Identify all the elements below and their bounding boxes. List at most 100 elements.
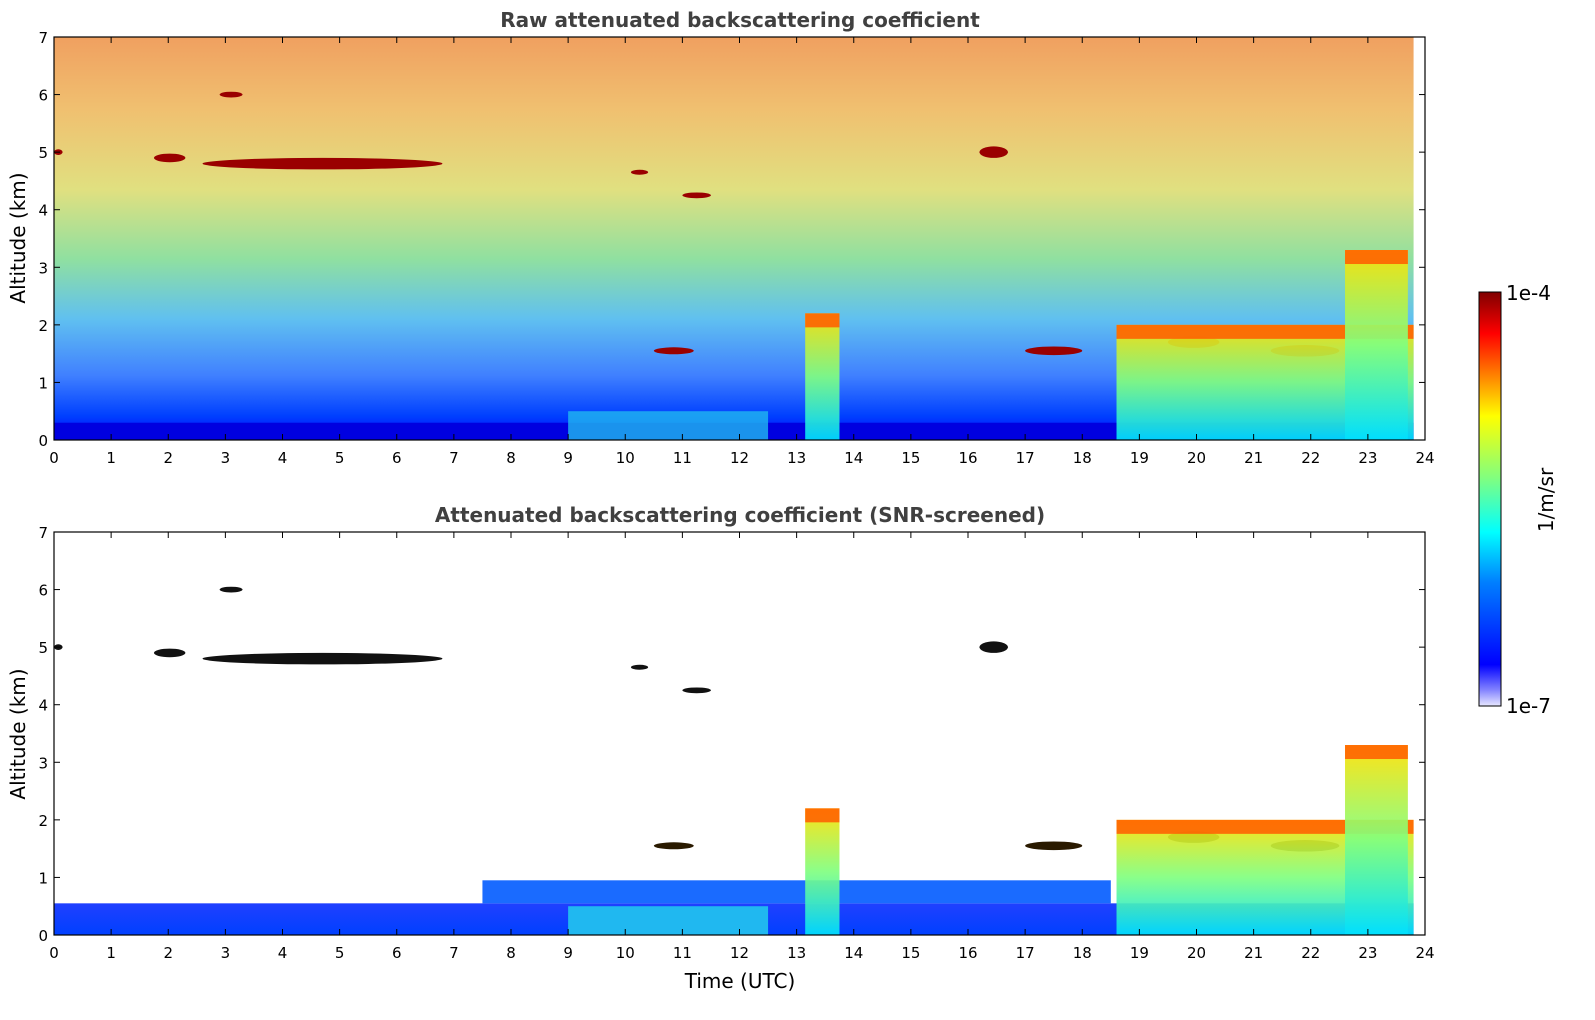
x-tick-label: 5	[335, 944, 345, 962]
colorbar-max-label: 1e-4	[1506, 281, 1551, 305]
panel-screened-title: Attenuated backscattering coefficient (S…	[435, 503, 1045, 527]
y-tick-label: 1	[38, 869, 48, 887]
panel-screened: Attenuated backscattering coefficient (S…	[6, 503, 1435, 993]
x-tick-label: 16	[958, 449, 977, 467]
x-tick-label: 20	[1187, 449, 1206, 467]
x-tick-label: 21	[1244, 944, 1263, 962]
x-tick-label: 14	[844, 944, 863, 962]
cloud-layer-screened-2	[202, 652, 443, 665]
panel-raw-heatmap	[54, 37, 1414, 440]
colorbar: 1e-4 1e-7 1/m/sr	[1478, 281, 1558, 718]
x-tick-label: 9	[563, 449, 573, 467]
panel-raw: Raw attenuated backscattering coefficien…	[6, 8, 1435, 467]
cloud-layer-raw-8	[1025, 346, 1083, 356]
x-tick-label: 14	[844, 449, 863, 467]
y-tick-label: 4	[38, 202, 48, 220]
x-tick-label: 5	[335, 449, 345, 467]
x-tick-label: 15	[901, 449, 920, 467]
aerosol-column-screened-11	[805, 808, 840, 935]
x-tick-label: 19	[1130, 449, 1149, 467]
y-tick-label: 7	[38, 29, 48, 47]
cloud-layer-screened-5	[682, 687, 711, 694]
y-tick-label: 0	[38, 432, 48, 450]
y-tick-label: 2	[38, 812, 48, 830]
y-tick-label: 7	[38, 524, 48, 542]
aerosol-column-top-raw-13	[1345, 250, 1408, 265]
x-tick-label: 2	[163, 449, 173, 467]
aerosol-column-top-raw-12	[1116, 324, 1414, 339]
x-tick-label: 3	[221, 944, 231, 962]
x-tick-label: 12	[730, 449, 749, 467]
cloud-layer-raw-6	[653, 347, 694, 355]
x-tick-label: 17	[1016, 449, 1035, 467]
panel-raw-title: Raw attenuated backscattering coefficien…	[500, 8, 980, 32]
x-tick-label: 23	[1358, 944, 1377, 962]
x-tick-label: 1	[106, 944, 116, 962]
x-tick-label: 10	[616, 449, 635, 467]
x-tick-label: 3	[221, 449, 231, 467]
x-tick-label: 16	[958, 944, 977, 962]
panel-screened-x-label: Time (UTC)	[684, 969, 796, 993]
x-tick-label: 24	[1415, 449, 1434, 467]
y-tick-label: 5	[38, 639, 48, 657]
y-tick-label: 1	[38, 374, 48, 392]
x-tick-label: 8	[506, 449, 516, 467]
cloud-layer-screened-4	[630, 664, 649, 670]
x-tick-label: 8	[506, 944, 516, 962]
cloud-layer-raw-1	[153, 153, 186, 163]
aerosol-column-raw-11	[805, 313, 840, 440]
x-tick-label: 10	[616, 944, 635, 962]
x-tick-label: 20	[1187, 944, 1206, 962]
x-tick-label: 12	[730, 944, 749, 962]
screened-boundary-layer-upper	[482, 880, 1111, 904]
x-tick-label: 22	[1301, 449, 1320, 467]
cloud-layer-screened-7	[979, 641, 1008, 653]
x-tick-label: 21	[1244, 449, 1263, 467]
aerosol-column-top-screened-11	[805, 808, 840, 823]
y-tick-label: 5	[38, 144, 48, 162]
x-tick-label: 0	[49, 449, 59, 467]
y-tick-label: 2	[38, 317, 48, 335]
panel-screened-y-label: Altitude (km)	[6, 668, 30, 799]
cloud-layer-screened-6	[653, 842, 694, 850]
panel-raw-y-label: Altitude (km)	[6, 172, 30, 303]
x-tick-label: 23	[1358, 449, 1377, 467]
cloud-layer-raw-3	[219, 91, 243, 98]
x-tick-label: 24	[1415, 944, 1434, 962]
colorbar-min-label: 1e-7	[1506, 694, 1551, 718]
cloud-layer-screened-3	[219, 586, 243, 593]
y-tick-label: 6	[38, 582, 48, 600]
raw-boundary-layer-cyan	[568, 411, 769, 440]
cloud-layer-screened-1	[153, 648, 186, 658]
x-tick-label: 15	[901, 944, 920, 962]
aerosol-column-top-screened-12	[1116, 819, 1414, 834]
x-tick-label: 19	[1130, 944, 1149, 962]
cloud-layer-raw-4	[630, 169, 649, 175]
y-tick-label: 6	[38, 87, 48, 105]
x-tick-label: 9	[563, 944, 573, 962]
panel-raw-axes: 0 1 2 3 4 5 6 7 8 9 10 11 12 13 14 15 16 17 18 19 20 21 22 23 24…	[38, 29, 1434, 467]
aerosol-column-top-screened-13	[1345, 745, 1408, 760]
colorbar-unit-label: 1/m/sr	[1534, 467, 1558, 532]
panel-screened-axes: 0 1 2 3 4 5 6 7 8 9 10 11 12 13 14 15 16 17 18 19 20 21 22 23 24…	[38, 524, 1434, 962]
cloud-layer-raw-7	[979, 146, 1008, 158]
aerosol-column-top-raw-11	[805, 313, 840, 328]
x-tick-label: 7	[449, 449, 459, 467]
aerosol-column-raw-13	[1345, 250, 1408, 440]
x-tick-label: 6	[392, 944, 402, 962]
x-tick-label: 2	[163, 944, 173, 962]
y-tick-label: 3	[38, 259, 48, 277]
x-tick-label: 22	[1301, 944, 1320, 962]
x-tick-label: 17	[1016, 944, 1035, 962]
y-tick-label: 3	[38, 754, 48, 772]
x-tick-label: 7	[449, 944, 459, 962]
x-tick-label: 18	[1073, 449, 1092, 467]
cloud-layer-screened-8	[1025, 841, 1083, 851]
cloud-layer-raw-5	[682, 192, 711, 199]
x-tick-label: 18	[1073, 944, 1092, 962]
cloud-layer-raw-2	[202, 157, 443, 170]
y-tick-label: 4	[38, 697, 48, 715]
aerosol-column-screened-13	[1345, 745, 1408, 935]
x-tick-label: 11	[673, 449, 692, 467]
x-tick-label: 13	[787, 449, 806, 467]
